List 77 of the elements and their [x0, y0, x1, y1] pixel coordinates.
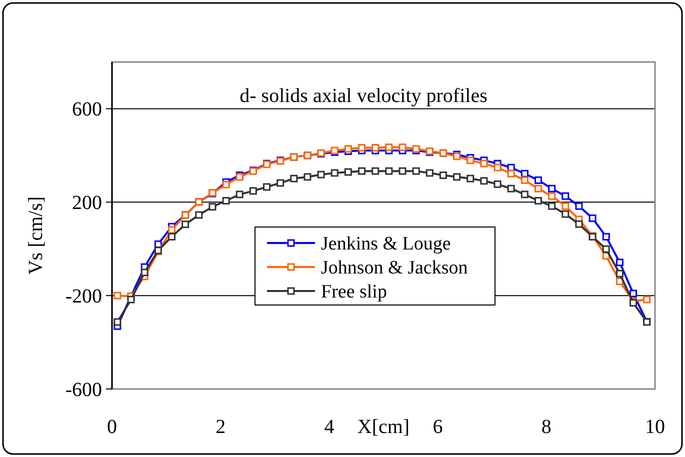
x-tick-label: 6	[432, 416, 443, 438]
y-tick-label: -600	[65, 379, 102, 401]
point	[494, 180, 502, 188]
point	[534, 176, 542, 184]
point	[534, 184, 542, 192]
point	[385, 144, 393, 152]
point	[114, 292, 122, 300]
point	[398, 144, 406, 152]
point	[494, 164, 502, 172]
y-tick-label: -200	[65, 286, 102, 308]
point	[548, 202, 556, 210]
point	[630, 290, 638, 298]
point	[548, 192, 556, 200]
point	[507, 170, 515, 178]
point	[222, 196, 230, 204]
point	[372, 167, 380, 175]
point	[548, 184, 556, 192]
legend-label: Free slip	[321, 282, 387, 303]
point	[168, 226, 176, 234]
point	[236, 190, 244, 198]
point	[588, 214, 596, 222]
y-tick-label: 200	[72, 192, 102, 214]
point	[562, 202, 570, 210]
point	[208, 203, 216, 211]
point	[534, 196, 542, 204]
x-axis-title: X[cm]	[357, 416, 410, 438]
point	[344, 168, 352, 176]
point	[263, 183, 271, 191]
text: d- solids axial velocity profiles	[240, 85, 488, 107]
point	[480, 177, 488, 185]
point	[358, 144, 366, 152]
point	[304, 173, 312, 181]
point	[276, 179, 284, 187]
point	[520, 170, 528, 178]
point	[466, 174, 474, 182]
point	[643, 296, 651, 304]
point	[412, 167, 420, 175]
point	[358, 167, 366, 175]
x-tick-label: 2	[216, 416, 226, 438]
point	[616, 270, 624, 278]
point	[249, 187, 257, 195]
point	[453, 173, 461, 181]
x-tick-label: 8	[541, 416, 552, 438]
point	[114, 318, 122, 326]
point	[616, 258, 624, 266]
x-tick-label: 4	[324, 416, 334, 438]
point	[168, 232, 176, 240]
point	[520, 190, 528, 198]
point	[426, 169, 434, 177]
point	[182, 220, 190, 228]
point	[520, 176, 528, 184]
point	[398, 167, 406, 175]
point	[317, 170, 325, 178]
legend-label: Johnson & Jackson	[321, 258, 468, 279]
point	[507, 184, 515, 192]
point	[439, 172, 447, 180]
point	[480, 160, 488, 168]
point	[562, 192, 570, 200]
x-tick-label: 0	[107, 416, 117, 438]
legend-label: Jenkins & Louge	[321, 234, 451, 255]
point	[602, 245, 610, 253]
point	[575, 220, 583, 228]
point	[140, 268, 148, 276]
x-tick-label: 10	[645, 416, 665, 438]
point	[385, 167, 393, 175]
y-tick-label: 600	[72, 98, 102, 121]
point	[562, 210, 570, 218]
y-axis-title: Vs [cm/s]	[25, 196, 47, 275]
point	[195, 211, 203, 219]
point	[466, 156, 474, 164]
point	[575, 202, 583, 210]
point	[372, 144, 380, 152]
point	[290, 174, 298, 182]
point	[127, 296, 135, 304]
point	[222, 180, 230, 188]
point	[602, 232, 610, 240]
point	[330, 169, 338, 177]
